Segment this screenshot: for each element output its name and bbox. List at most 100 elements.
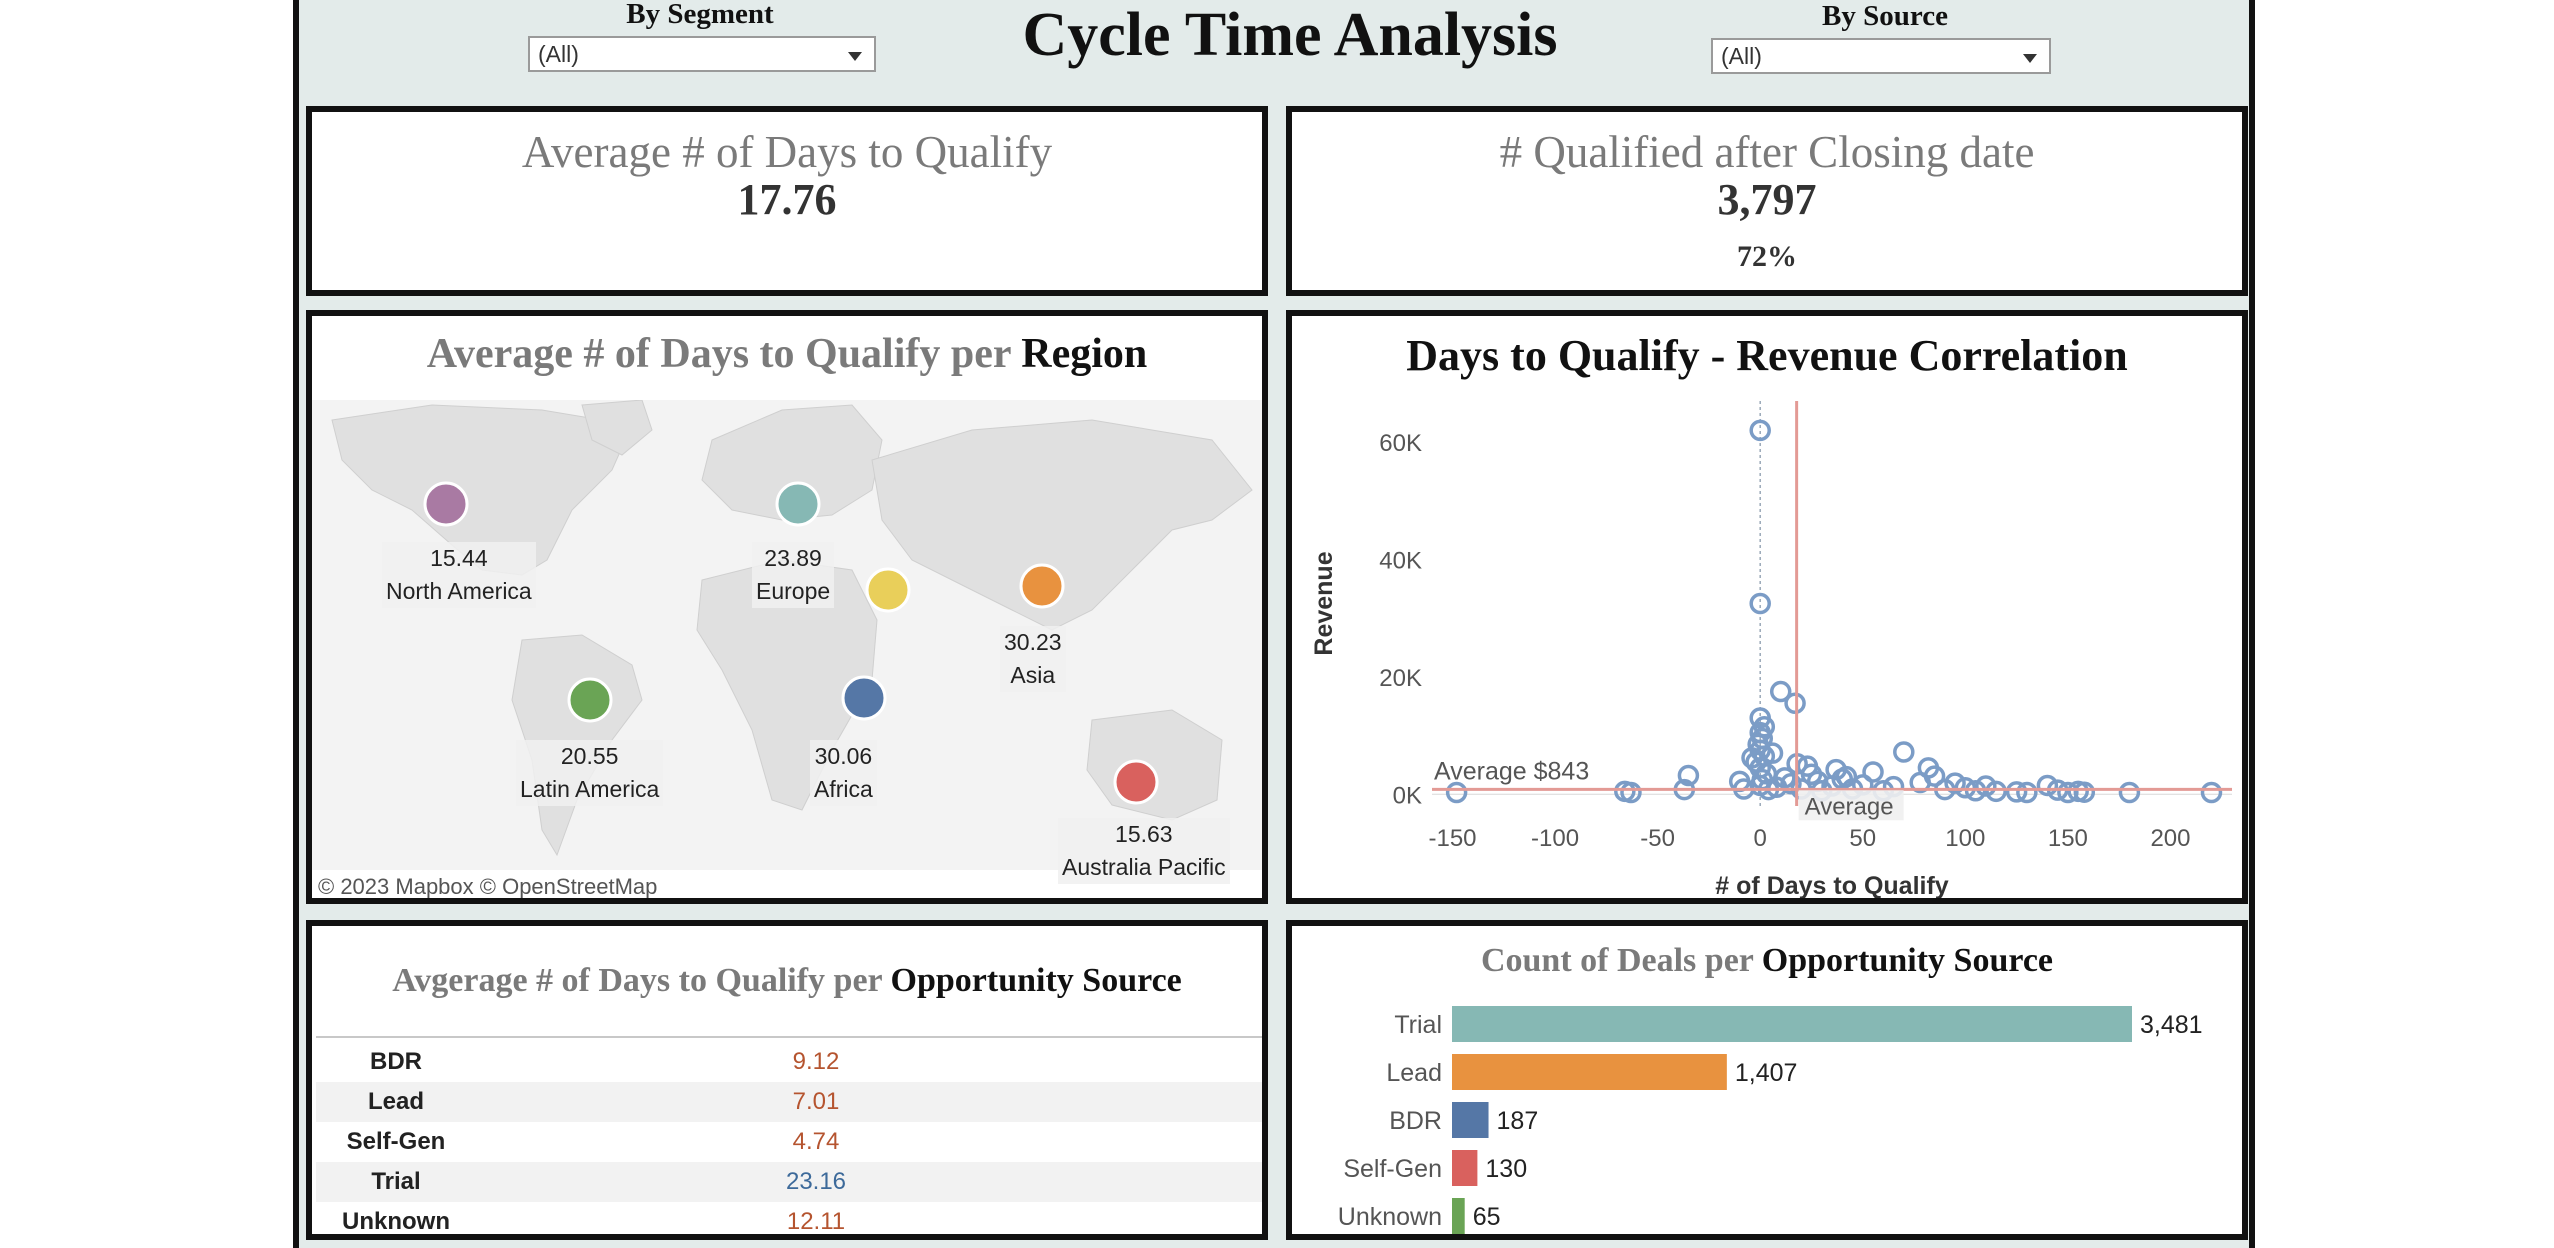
region-name: Australia Pacific: [1062, 854, 1226, 880]
y-tick-label: 0K: [1393, 782, 1422, 809]
scatter-point[interactable]: [1741, 747, 1763, 769]
bar-value-label: 65: [1473, 1203, 1501, 1231]
region-marker-europe[interactable]: [775, 481, 821, 527]
scatter-chart[interactable]: 0K 20K 40K 60K -150 -100 -50 0 50 100 150 200 Averag…: [1292, 386, 2242, 904]
correlation-title: Days to Qualify - Revenue Correlation: [1406, 331, 2128, 380]
x-tick-label: 100: [1945, 825, 1985, 852]
table-cell-source: BDR: [370, 1048, 422, 1075]
table-row[interactable]: Self-Gen 4.74: [316, 1122, 1262, 1162]
scatter-point[interactable]: [2118, 781, 2141, 804]
table-cell-value: 12.11: [786, 1208, 846, 1235]
europe-shape: [701, 404, 883, 521]
x-tick-label: -150: [1428, 825, 1476, 852]
bar-value-label: 1,407: [1735, 1059, 1798, 1087]
source-filter-label: By Source: [1822, 0, 1948, 32]
scatter-point[interactable]: [1761, 742, 1784, 764]
segment-filter-label: By Segment: [626, 0, 774, 30]
source-table-title-emph: Opportunity Source: [890, 962, 1182, 999]
region-label: 30.23 Asia: [1000, 626, 1066, 692]
table-row[interactable]: BDR 9.12: [316, 1042, 1262, 1082]
bar-category-label: Self-Gen: [1343, 1155, 1442, 1183]
kpi-avg-days-panel: Average # of Days to Qualify 17.76: [306, 106, 1268, 296]
source-table-title-prefix: Avgerage # of Days to Qualify per: [392, 962, 883, 999]
scatter-point[interactable]: [1614, 780, 1636, 803]
table-cell-value: 7.01: [792, 1088, 840, 1115]
x-tick-label: -50: [1640, 825, 1675, 852]
scatter-point[interactable]: [1800, 763, 1823, 786]
bar[interactable]: [1452, 1198, 1465, 1234]
x-axis-title: # of Days to Qualify: [1715, 872, 1948, 900]
map-attribution: © 2023 Mapbox © OpenStreetMap: [318, 874, 658, 899]
bar-chart[interactable]: Trial 3,481 Lead 1,407 BDR 187 Self-Gen 130 Unkn…: [1292, 996, 2242, 1240]
region-label: 23.89 Europe: [752, 542, 835, 608]
scatter-point[interactable]: [2036, 774, 2059, 797]
scatter-point[interactable]: [1893, 741, 1915, 763]
region-name: Asia: [1010, 662, 1056, 688]
scatter-point[interactable]: [1780, 772, 1802, 795]
bar-value-label: 3,481: [2140, 1011, 2203, 1039]
bar[interactable]: [1452, 1102, 1489, 1138]
deal-count-title-prefix: Count of Deals per: [1480, 942, 1754, 979]
region-value: 15.44: [430, 545, 488, 571]
bar[interactable]: [1452, 1006, 2132, 1042]
table-row[interactable]: Trial 23.16: [316, 1162, 1262, 1202]
table-row[interactable]: Unknown 12.11: [316, 1202, 1262, 1235]
region-marker-africa[interactable]: [841, 675, 887, 721]
scatter-point[interactable]: [1445, 781, 1468, 804]
region-marker-middle-east[interactable]: [865, 567, 911, 613]
region-label: 15.44 North America: [382, 542, 536, 608]
bar[interactable]: [1452, 1150, 1478, 1186]
scatter-point[interactable]: [1774, 767, 1796, 789]
region-marker-asia[interactable]: [1019, 563, 1065, 609]
region-value: 23.89: [764, 545, 822, 571]
segment-dropdown[interactable]: (All): [528, 36, 876, 72]
region-marker-north-america[interactable]: [423, 481, 469, 527]
chevron-down-icon: [848, 52, 862, 61]
scatter-point[interactable]: [1862, 761, 1884, 783]
bar[interactable]: [1452, 1054, 1727, 1090]
table-cell-value: 9.12: [792, 1048, 840, 1075]
scatter-point[interactable]: [2005, 781, 2028, 803]
region-marker-australia-pacific[interactable]: [1113, 759, 1159, 805]
world-map[interactable]: [312, 400, 1262, 870]
page-title: Cycle Time Analysis: [1022, 1, 1558, 69]
scatter-point[interactable]: [1749, 419, 1771, 442]
scatter-point[interactable]: [1975, 775, 1997, 797]
kpi-qualified-after-panel: # Qualified after Closing date 3,797 72%: [1286, 106, 2248, 296]
table-cell-value: 23.16: [785, 1168, 847, 1195]
table-row[interactable]: Lead 7.01: [316, 1082, 1262, 1122]
scatter-point[interactable]: [1784, 692, 1806, 715]
scatter-point[interactable]: [1769, 680, 1792, 703]
region-value: 30.23: [1004, 629, 1062, 655]
x-tick-label: 200: [2150, 825, 2190, 852]
scatter-point[interactable]: [1677, 764, 1700, 787]
region-label: 30.06 Africa: [810, 740, 877, 806]
kpi-avg-days-value: 17.76: [737, 175, 837, 224]
scatter-point[interactable]: [1985, 780, 2007, 803]
scatter-point[interactable]: [1944, 772, 1966, 794]
greenland-shape: [581, 400, 653, 456]
chevron-down-icon: [2023, 54, 2037, 63]
x-tick-label: 0: [1754, 825, 1767, 852]
region-marker-latin-america[interactable]: [567, 677, 613, 723]
bar-category-label: Unknown: [1338, 1203, 1442, 1231]
region-name: North America: [386, 578, 532, 604]
source-dropdown[interactable]: (All): [1711, 38, 2051, 74]
y-tick-label: 40K: [1379, 547, 1422, 574]
scatter-point[interactable]: [2200, 781, 2223, 804]
table-cell-value: 4.74: [792, 1128, 840, 1155]
bar-value-label: 187: [1497, 1107, 1539, 1135]
scatter-point[interactable]: [1749, 592, 1771, 615]
y-tick-label: 20K: [1379, 665, 1422, 692]
scatter-point[interactable]: [2073, 781, 2096, 803]
region-name: Europe: [756, 578, 831, 604]
region-value: 15.63: [1115, 821, 1173, 847]
region-label: 20.55 Latin America: [516, 740, 664, 806]
scatter-point[interactable]: [1954, 777, 1977, 799]
kpi-qualified-after-title: # Qualified after Closing date: [1499, 127, 2035, 177]
deal-count-title: Count of Deals per Opportunity Source: [1292, 942, 2242, 980]
source-table-panel: Avgerage # of Days to Qualify per Opport…: [306, 920, 1268, 1240]
scatter-point[interactable]: [1923, 765, 1946, 787]
scatter-point[interactable]: [2016, 781, 2038, 804]
deal-count-panel: Count of Deals per Opportunity Source Tr…: [1286, 920, 2248, 1240]
